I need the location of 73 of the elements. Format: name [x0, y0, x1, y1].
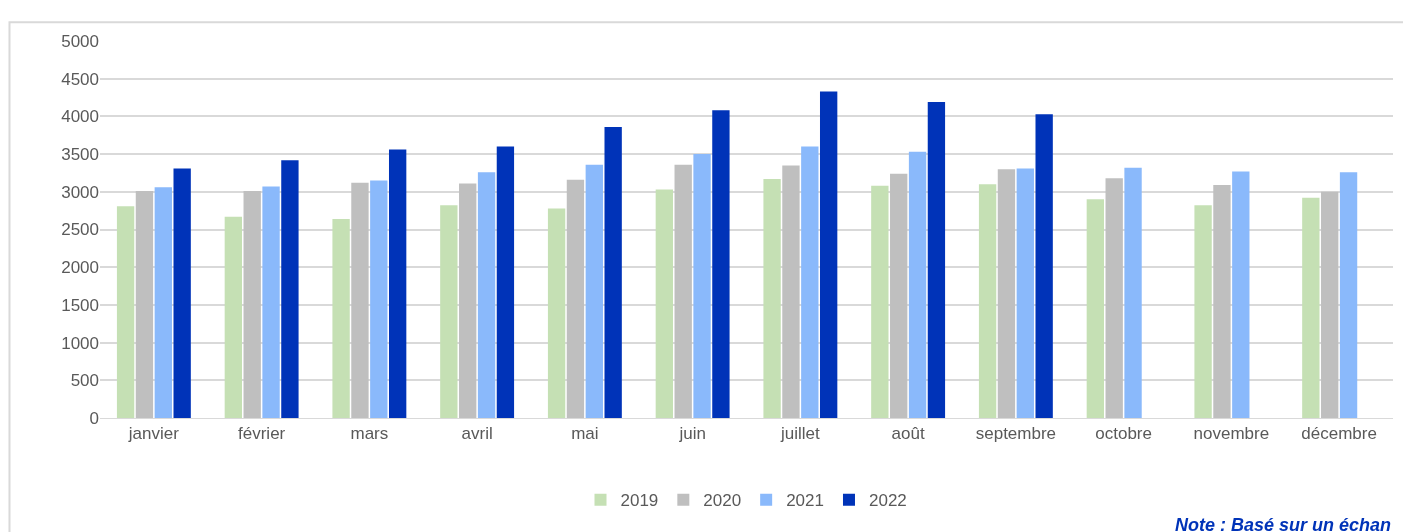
bar — [173, 168, 191, 418]
x-tick-label: octobre — [1095, 424, 1152, 444]
bar — [1213, 185, 1231, 418]
x-tick-label: novembre — [1193, 424, 1270, 444]
bar — [890, 173, 908, 418]
bar — [459, 183, 477, 418]
legend-label: 2022 — [868, 491, 907, 511]
bar — [819, 91, 838, 418]
bar — [154, 187, 172, 418]
x-tick-label: janvier — [127, 424, 180, 444]
bar — [440, 205, 458, 418]
legend-label: 2020 — [703, 491, 742, 511]
bar — [1339, 172, 1358, 418]
bar — [801, 146, 819, 418]
bar — [1105, 178, 1123, 418]
x-tick-label: septembre — [975, 424, 1057, 444]
bar — [1232, 171, 1250, 418]
bar — [997, 169, 1016, 418]
bar — [1194, 205, 1212, 418]
bar — [585, 164, 603, 418]
bar — [243, 191, 261, 418]
legend-label: 2021 — [786, 491, 824, 511]
bar — [1086, 199, 1105, 418]
y-tick-label: 2500 — [61, 220, 99, 240]
x-tick-label: août — [891, 424, 925, 444]
bar — [1016, 168, 1034, 418]
y-tick-label: 4500 — [61, 69, 99, 89]
bar — [1302, 197, 1320, 418]
bar — [604, 126, 622, 418]
y-tick-label: 1000 — [61, 333, 99, 353]
bar — [547, 208, 566, 418]
bar — [871, 185, 889, 418]
bar — [135, 191, 154, 418]
legend-label: 2019 — [620, 491, 659, 511]
x-tick-label: février — [238, 424, 286, 444]
bar — [370, 180, 388, 418]
bar — [496, 146, 515, 418]
bar — [388, 149, 407, 418]
bar — [978, 184, 997, 418]
bar — [693, 154, 711, 418]
y-tick-label: 2000 — [61, 258, 99, 278]
bar — [1124, 167, 1142, 418]
bar — [763, 178, 781, 418]
bar — [477, 172, 496, 418]
x-tick-label: juillet — [780, 424, 821, 444]
y-tick-label: 500 — [70, 371, 99, 391]
x-tick-label: mai — [571, 424, 599, 444]
bar — [224, 216, 243, 418]
bar — [655, 189, 674, 418]
bar — [332, 218, 350, 418]
x-tick-label: juin — [678, 424, 706, 444]
bar — [712, 110, 730, 418]
x-tick-label: avril — [461, 424, 493, 444]
bar — [927, 102, 946, 418]
bar — [1321, 191, 1339, 418]
bar — [351, 182, 369, 418]
y-tick-label: 3500 — [61, 145, 99, 165]
text: Note : Basé sur un échan — [1175, 515, 1392, 532]
x-tick-label: mars — [350, 424, 389, 444]
y-tick-label: 3000 — [61, 182, 99, 202]
bar — [1035, 114, 1053, 418]
x-tick-label: décembre — [1301, 424, 1377, 444]
y-tick-label: 1500 — [61, 295, 99, 315]
y-tick-label: 5000 — [61, 31, 99, 51]
bar — [908, 151, 927, 418]
bar — [674, 164, 692, 418]
y-tick-label: 0 — [89, 408, 99, 428]
bar — [116, 206, 135, 418]
y-tick-label: 4000 — [61, 107, 99, 127]
bar — [782, 165, 800, 418]
bar — [281, 160, 299, 418]
bar — [262, 186, 280, 418]
bar — [566, 179, 585, 418]
